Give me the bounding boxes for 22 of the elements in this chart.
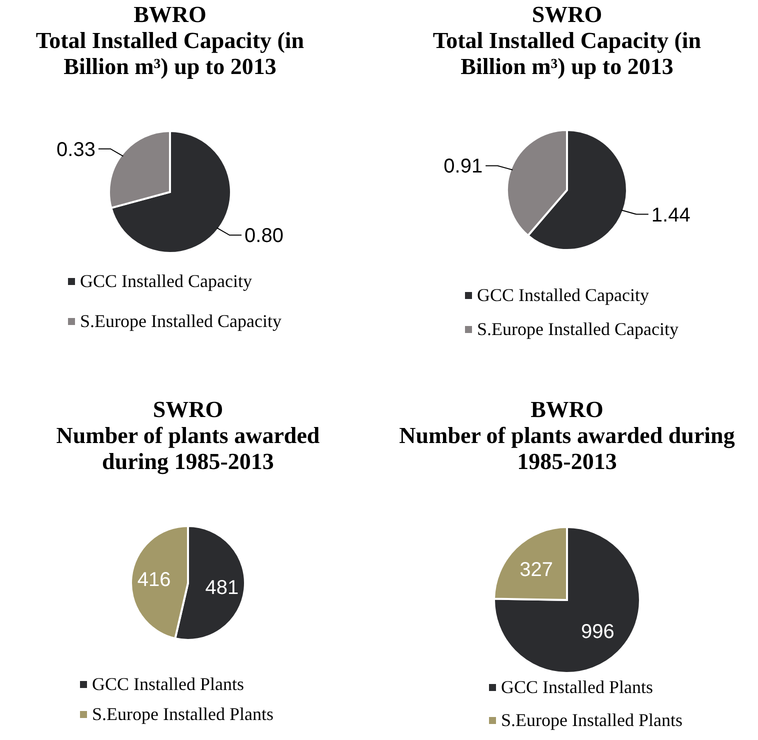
legend-label: S.Europe Installed Plants <box>92 704 274 724</box>
data-label: 327 <box>520 558 553 581</box>
data-label: 0.80 <box>244 225 284 248</box>
legend-label: S.Europe Installed Capacity <box>80 311 282 331</box>
data-label: 996 <box>581 621 614 644</box>
legend-label: GCC Installed Plants <box>501 677 653 697</box>
legend-label: GCC Installed Plants <box>92 674 244 694</box>
chart-title: SWRO Number of plants awarded during 1985-2013 <box>56 397 320 475</box>
data-label: 1.44 <box>651 204 690 226</box>
legend-label: S.Europe Installed Plants <box>501 710 682 730</box>
data-label: 481 <box>205 576 239 599</box>
data-label: 0.91 <box>444 156 483 178</box>
chart-title: SWRO Total Installed Capacity (in Billion m³) up to 2013 <box>432 2 702 79</box>
data-label: 416 <box>137 569 171 592</box>
chart-title: BWRO Number of plants awarded during 1985-2013 <box>399 397 736 474</box>
legend-label: GCC Installed Capacity <box>80 271 252 291</box>
data-label: 0.33 <box>56 138 96 161</box>
chart-title: BWRO Total Installed Capacity (in Billion m³) up to 2013 <box>36 2 304 79</box>
pie-slice <box>110 130 232 254</box>
legend-label: S.Europe Installed Capacity <box>477 319 678 339</box>
legend-label: GCC Installed Capacity <box>477 285 649 305</box>
pie-slice <box>493 526 641 674</box>
